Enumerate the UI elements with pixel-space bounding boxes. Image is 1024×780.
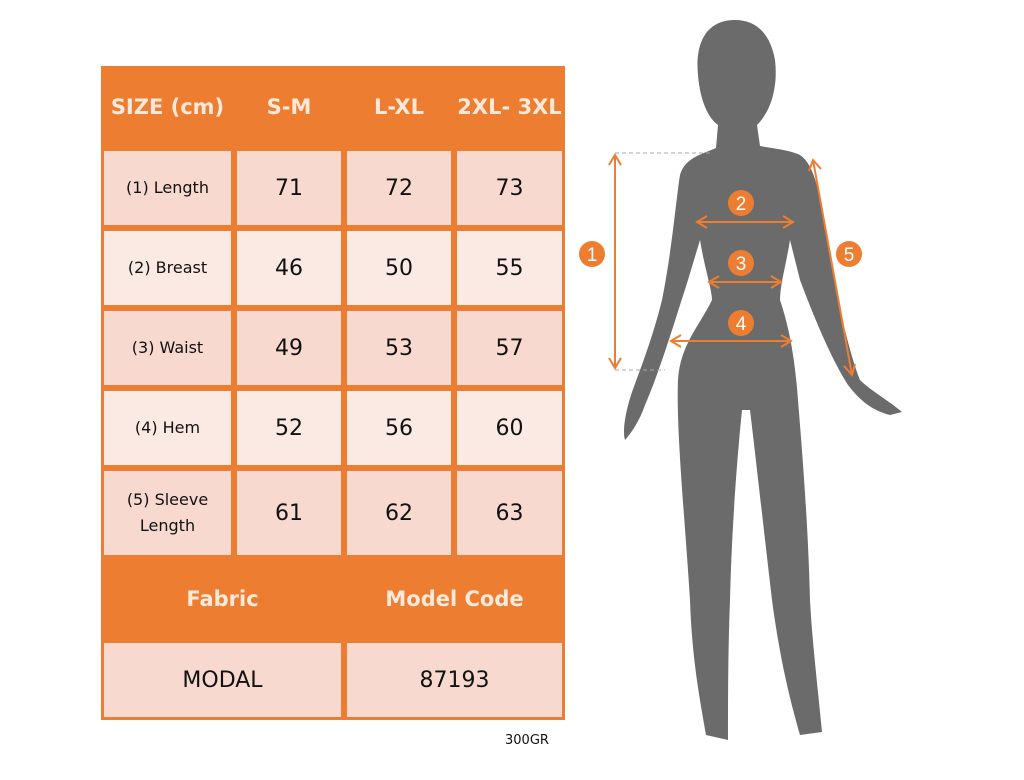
header-cell: S-M	[266, 95, 312, 119]
marker-number: 4	[736, 314, 747, 335]
size-value: 62	[347, 471, 451, 555]
marker-circle	[728, 190, 754, 216]
marker-circle	[728, 310, 754, 336]
size-value: 55	[457, 231, 562, 305]
size-value: 72	[347, 151, 451, 225]
size-value: 52	[237, 391, 341, 465]
fabric-value: MODAL	[104, 643, 341, 717]
size-chart-table: SIZE (cm) S-M L-XL 2XL- 3XL (1) Length 71 72 73…	[101, 66, 565, 720]
marker-circle	[579, 241, 605, 267]
woman-silhouette	[623, 20, 902, 740]
marker-number: 3	[736, 254, 747, 275]
size-value: 63	[457, 471, 562, 555]
size-value: 49	[237, 311, 341, 385]
row-label: (2) Breast	[104, 231, 231, 305]
header-cell: L-XL	[374, 95, 424, 119]
header-cell: 2XL- 3XL	[457, 95, 562, 119]
marker-number: 2	[736, 194, 747, 215]
fabric-header: Fabric	[186, 587, 259, 611]
marker-number: 5	[844, 245, 855, 266]
size-value: 46	[237, 231, 341, 305]
marker-circle	[836, 241, 862, 267]
size-value: 50	[347, 231, 451, 305]
size-value: 60	[457, 391, 562, 465]
size-value: 57	[457, 311, 562, 385]
row-label: (1) Length	[104, 151, 231, 225]
header-cell: SIZE (cm)	[110, 95, 225, 119]
size-value: 71	[237, 151, 341, 225]
size-value: 53	[347, 311, 451, 385]
weight-note: 300GR	[505, 733, 549, 748]
row-label: (3) Waist	[104, 311, 231, 385]
size-value: 56	[347, 391, 451, 465]
marker-circle	[728, 250, 754, 276]
model-code-value: 87193	[347, 643, 562, 717]
row-label: (4) Hem	[104, 391, 231, 465]
size-value: 73	[457, 151, 562, 225]
row-label: (5) Sleeve Length	[104, 471, 231, 555]
marker-number: 1	[587, 245, 598, 266]
size-value: 61	[237, 471, 341, 555]
model-code-header: Model Code	[385, 587, 524, 611]
